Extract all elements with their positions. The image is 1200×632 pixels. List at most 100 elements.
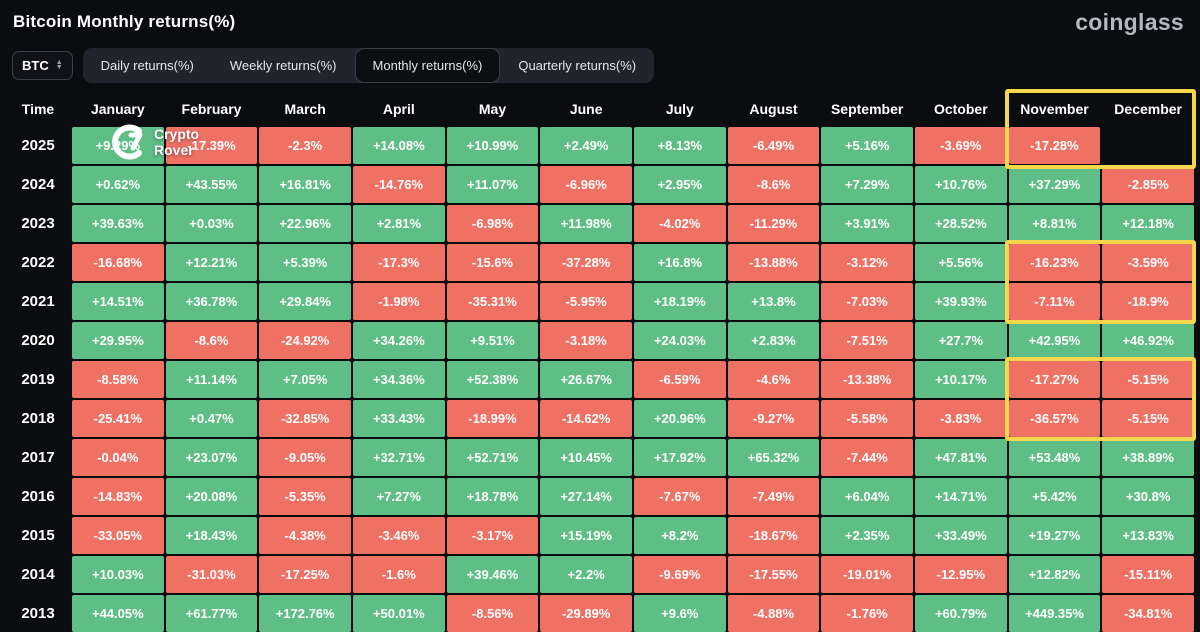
return-cell: -5.15% [1102, 400, 1194, 437]
return-cell: -13.38% [821, 361, 913, 398]
return-cell: +11.14% [165, 361, 258, 398]
return-cell: -7.51% [821, 322, 913, 359]
return-cell: +13.8% [727, 283, 820, 320]
return-cell: +2.2% [540, 556, 632, 593]
return-cell: +0.03% [165, 205, 258, 242]
return-cell: +12.82% [1008, 556, 1101, 593]
return-cell: -37.28% [540, 244, 632, 281]
row-year-2018: 2018 [21, 410, 55, 427]
return-cell: +27.7% [914, 322, 1007, 359]
updown-arrows-icon: ▲ ▼ [55, 59, 63, 71]
return-cell: -3.59% [1102, 244, 1194, 281]
column-header-january: January [90, 101, 145, 117]
return-cell: +7.05% [259, 361, 351, 398]
return-cell: +9.51% [446, 322, 539, 359]
return-cell: +30.8% [1102, 478, 1194, 515]
tab-quarterly-returns[interactable]: Quarterly returns(%) [518, 57, 637, 73]
return-cell: -31.03% [165, 556, 258, 593]
return-cell: +5.42% [1008, 478, 1101, 515]
return-cell: -35.31% [446, 283, 539, 320]
return-cell: +34.36% [352, 361, 445, 398]
return-cell: +20.08% [165, 478, 258, 515]
return-cell: +11.07% [446, 166, 539, 203]
return-cell: -4.38% [259, 517, 351, 554]
return-cell: +34.26% [352, 322, 445, 359]
return-cell: +39.46% [446, 556, 539, 593]
tabs: Daily returns(%) Weekly returns(%) Monthly… [82, 47, 655, 83]
return-cell: +32.71% [352, 439, 445, 476]
column-header-may: May [478, 101, 507, 117]
return-cell: +14.51% [72, 283, 164, 320]
return-cell: -5.58% [821, 400, 913, 437]
return-cell: +36.78% [165, 283, 258, 320]
return-cell: -17.55% [727, 556, 820, 593]
return-cell: -16.68% [72, 244, 164, 281]
row-year-2021: 2021 [21, 293, 55, 310]
time-column-header: Time [21, 101, 55, 117]
return-cell: -6.59% [633, 361, 726, 398]
symbol-select[interactable]: BTC ▲ ▼ [12, 50, 73, 80]
return-cell: +5.16% [821, 127, 913, 164]
returns-table: Time January February March April May June July… [6, 89, 1196, 632]
return-cell: +10.17% [914, 361, 1007, 398]
return-cell: -17.3% [352, 244, 445, 281]
tab-daily-returns[interactable]: Daily returns(%) [100, 57, 194, 73]
return-cell: -9.27% [727, 400, 820, 437]
column-header-october: October [933, 101, 988, 117]
row-year-2015: 2015 [21, 527, 55, 544]
return-cell: +2.81% [352, 205, 445, 242]
return-cell: -6.49% [727, 127, 820, 164]
return-cell: -16.23% [1008, 244, 1101, 281]
return-cell: +8.13% [633, 127, 726, 164]
return-cell: +17.92% [633, 439, 726, 476]
header: Bitcoin Monthly returns(%) coinglass [0, 0, 1200, 44]
return-cell: +10.45% [540, 439, 632, 476]
return-cell: -2.3% [259, 127, 351, 164]
tab-weekly-returns[interactable]: Weekly returns(%) [229, 57, 337, 73]
return-cell: -4.02% [633, 205, 726, 242]
return-cell: +2.95% [633, 166, 726, 203]
return-cell: -8.58% [72, 361, 164, 398]
return-cell: +0.47% [165, 400, 258, 437]
return-cell: +449.35% [1008, 595, 1101, 632]
return-cell: +52.38% [446, 361, 539, 398]
return-cell: +13.83% [1102, 517, 1194, 554]
row-year-2013: 2013 [21, 605, 55, 622]
return-cell: -11.29% [727, 205, 820, 242]
return-cell: -7.44% [821, 439, 913, 476]
return-cell: +14.08% [352, 127, 445, 164]
returns-grid: Time January February March April May June July… [6, 93, 1194, 632]
return-cell: -7.49% [727, 478, 820, 515]
return-cell: -9.69% [633, 556, 726, 593]
return-cell: +11.98% [540, 205, 632, 242]
return-cell: +12.18% [1102, 205, 1194, 242]
return-cell: +7.29% [821, 166, 913, 203]
row-year-2014: 2014 [21, 566, 55, 583]
return-cell: -2.85% [1102, 166, 1194, 203]
row-year-2022: 2022 [21, 254, 55, 271]
return-cell: -32.85% [259, 400, 351, 437]
row-year-2016: 2016 [21, 488, 55, 505]
return-cell: -8.6% [165, 322, 258, 359]
return-cell: +29.95% [72, 322, 164, 359]
return-cell: +29.84% [259, 283, 351, 320]
return-cell: +43.55% [165, 166, 258, 203]
column-header-july: July [665, 101, 694, 117]
return-cell: -8.56% [446, 595, 539, 632]
row-year-2024: 2024 [21, 176, 55, 193]
column-header-march: March [284, 101, 326, 117]
column-header-august: August [749, 101, 798, 117]
return-cell: +33.43% [352, 400, 445, 437]
return-cell: -5.95% [540, 283, 632, 320]
return-cell: +44.05% [72, 595, 164, 632]
return-cell: -8.6% [727, 166, 820, 203]
return-cell: +10.99% [446, 127, 539, 164]
return-cell: +8.81% [1008, 205, 1101, 242]
return-cell: -7.67% [633, 478, 726, 515]
return-cell: +33.49% [914, 517, 1007, 554]
return-cell: -6.96% [540, 166, 632, 203]
return-cell: +42.95% [1008, 322, 1101, 359]
return-cell: +46.92% [1102, 322, 1194, 359]
tab-monthly-returns[interactable]: Monthly returns(%) [354, 47, 501, 83]
return-cell: -3.18% [540, 322, 632, 359]
